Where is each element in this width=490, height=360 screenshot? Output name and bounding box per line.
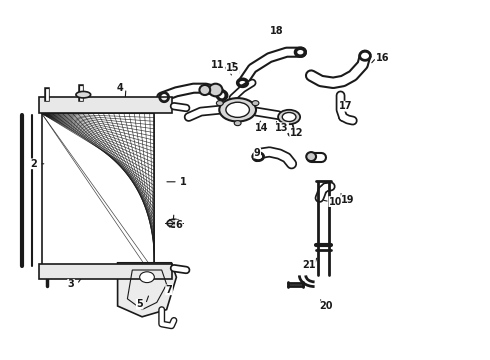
Text: 6: 6 <box>175 220 182 230</box>
Text: 15: 15 <box>226 63 240 73</box>
Text: 3: 3 <box>68 279 74 289</box>
Text: 9: 9 <box>254 148 261 158</box>
Text: 12: 12 <box>290 128 303 138</box>
Bar <box>42 113 154 265</box>
Text: 8: 8 <box>229 62 236 72</box>
Ellipse shape <box>278 110 300 124</box>
Text: 13: 13 <box>275 123 289 133</box>
Ellipse shape <box>76 91 91 98</box>
Text: 10: 10 <box>329 197 343 207</box>
Text: 14: 14 <box>255 123 269 133</box>
Text: 1: 1 <box>180 177 187 187</box>
Circle shape <box>217 101 223 106</box>
Text: 20: 20 <box>319 301 333 311</box>
Text: 4: 4 <box>117 83 123 93</box>
Text: 5: 5 <box>136 299 143 309</box>
Ellipse shape <box>306 152 316 161</box>
Circle shape <box>252 101 259 106</box>
Bar <box>39 97 172 113</box>
Text: 19: 19 <box>341 195 355 205</box>
Text: 17: 17 <box>339 101 352 111</box>
Ellipse shape <box>226 102 249 117</box>
Text: 16: 16 <box>375 53 389 63</box>
Ellipse shape <box>282 112 296 122</box>
Text: 21: 21 <box>302 260 316 270</box>
Ellipse shape <box>167 219 181 227</box>
Text: 2: 2 <box>30 159 37 169</box>
Circle shape <box>140 272 154 283</box>
Polygon shape <box>118 263 176 317</box>
Ellipse shape <box>209 84 222 96</box>
Bar <box>39 264 172 279</box>
Circle shape <box>234 121 241 126</box>
Text: 11: 11 <box>211 60 225 70</box>
Ellipse shape <box>220 98 256 122</box>
Ellipse shape <box>199 85 210 95</box>
Text: 18: 18 <box>270 26 284 36</box>
Text: 7: 7 <box>166 285 172 295</box>
